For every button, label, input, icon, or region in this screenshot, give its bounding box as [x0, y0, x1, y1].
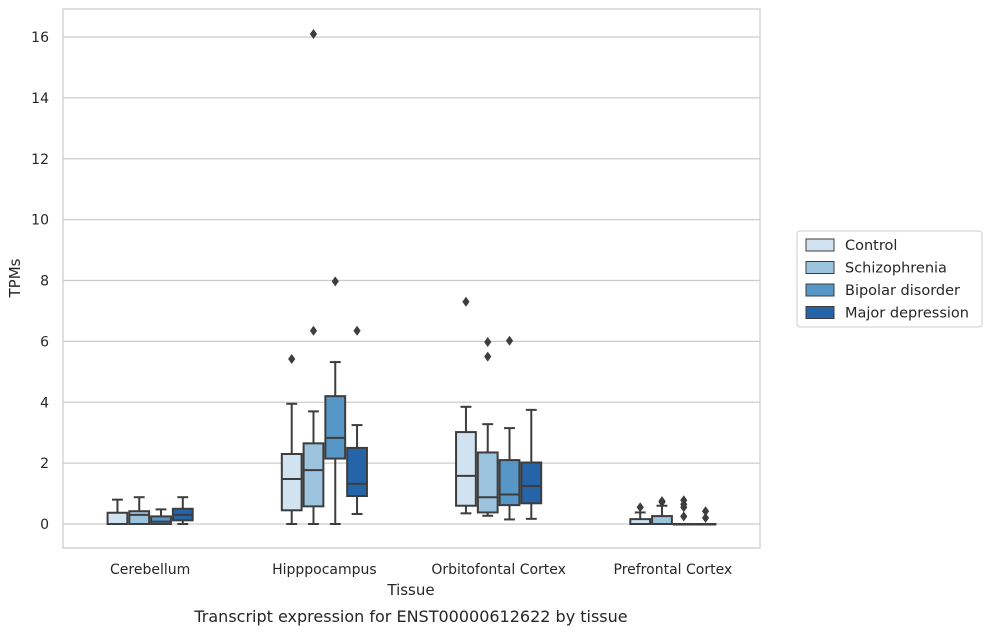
legend-swatch — [805, 283, 835, 297]
y-tick-label: 10 — [31, 213, 49, 229]
outlier-point — [680, 495, 688, 506]
box-iqr — [498, 459, 521, 507]
box-iqr — [128, 510, 151, 525]
outlier-point — [331, 276, 339, 287]
outlier-point — [309, 325, 318, 336]
outlier-point — [701, 512, 710, 523]
y-tick-label: 0 — [40, 517, 49, 533]
box — [651, 496, 673, 525]
y-axis-label: TPMs — [6, 258, 24, 298]
x-tick-label: Hipppocampus — [272, 562, 377, 578]
y-tick-label: 2 — [40, 456, 49, 472]
box-iqr — [346, 446, 368, 497]
box — [346, 325, 368, 515]
legend-frame — [796, 230, 983, 328]
box — [128, 496, 151, 525]
y-tick-label: 4 — [40, 395, 49, 411]
y-tick-label: 6 — [40, 334, 49, 350]
x-tick-label: Prefrontal Cortex — [614, 562, 733, 578]
box-iqr — [455, 431, 477, 507]
plot-area-frame — [62, 8, 761, 549]
legend: Control Schizophrenia Bipolar disorder Majo… — [796, 230, 983, 328]
box — [694, 506, 717, 526]
y-tick-label: 8 — [40, 274, 49, 290]
outlier-point — [636, 502, 644, 513]
box-iqr — [302, 442, 325, 508]
series-control — [106, 296, 652, 526]
box — [106, 498, 129, 525]
outlier-point — [353, 325, 361, 336]
series-schizophrenia — [128, 28, 673, 525]
box — [171, 496, 194, 525]
legend-swatch — [805, 306, 835, 319]
outlier-point — [658, 496, 666, 507]
box — [324, 276, 347, 525]
x-tick-label: Orbitofontal Cortex — [431, 562, 566, 578]
box — [455, 296, 477, 515]
x-tick-labels: Cerebellum Hipppocampus Orbitofontal Corte… — [110, 562, 732, 578]
legend-swatch — [805, 261, 835, 274]
box-series-group — [106, 28, 717, 526]
chart-caption: Transcript expression for ENST0000061262… — [193, 607, 627, 626]
box — [476, 336, 499, 517]
legend-label: Bipolar disorder — [845, 283, 960, 299]
outlier-point — [701, 506, 710, 517]
box-iqr — [520, 461, 543, 505]
series-major-depression — [171, 325, 717, 526]
x-tick-label: Cerebellum — [110, 562, 190, 578]
outlier-point — [680, 511, 688, 522]
box — [150, 508, 172, 525]
x-axis-label: Tissue — [386, 581, 434, 599]
box — [280, 354, 303, 525]
outlier-point — [309, 28, 318, 39]
legend-label: Control — [845, 238, 897, 254]
box-iqr — [651, 515, 673, 525]
box — [629, 502, 652, 526]
outlier-point — [505, 335, 514, 346]
outlier-point — [462, 296, 470, 307]
y-gridlines — [63, 36, 760, 525]
legend-label: Schizophrenia — [845, 261, 947, 277]
outlier-point — [484, 351, 492, 362]
y-tick-labels: 0 2 4 6 8 10 12 14 16 — [31, 30, 49, 533]
y-tick-label: 14 — [31, 91, 49, 107]
box — [672, 495, 695, 526]
box — [498, 335, 521, 521]
legend-swatch — [805, 238, 835, 252]
box-iqr — [280, 452, 303, 512]
box — [302, 28, 325, 525]
box-iqr — [106, 511, 129, 525]
box-iqr — [150, 515, 172, 525]
outlier-point — [484, 336, 492, 347]
y-tick-label: 16 — [31, 30, 49, 46]
box-iqr — [324, 395, 347, 460]
legend-label: Major depression — [845, 306, 969, 322]
outlier-point — [288, 354, 296, 365]
y-tick-label: 12 — [31, 152, 49, 168]
series-bipolar-disorder — [150, 276, 695, 526]
box-iqr — [476, 451, 499, 514]
box — [520, 408, 543, 520]
